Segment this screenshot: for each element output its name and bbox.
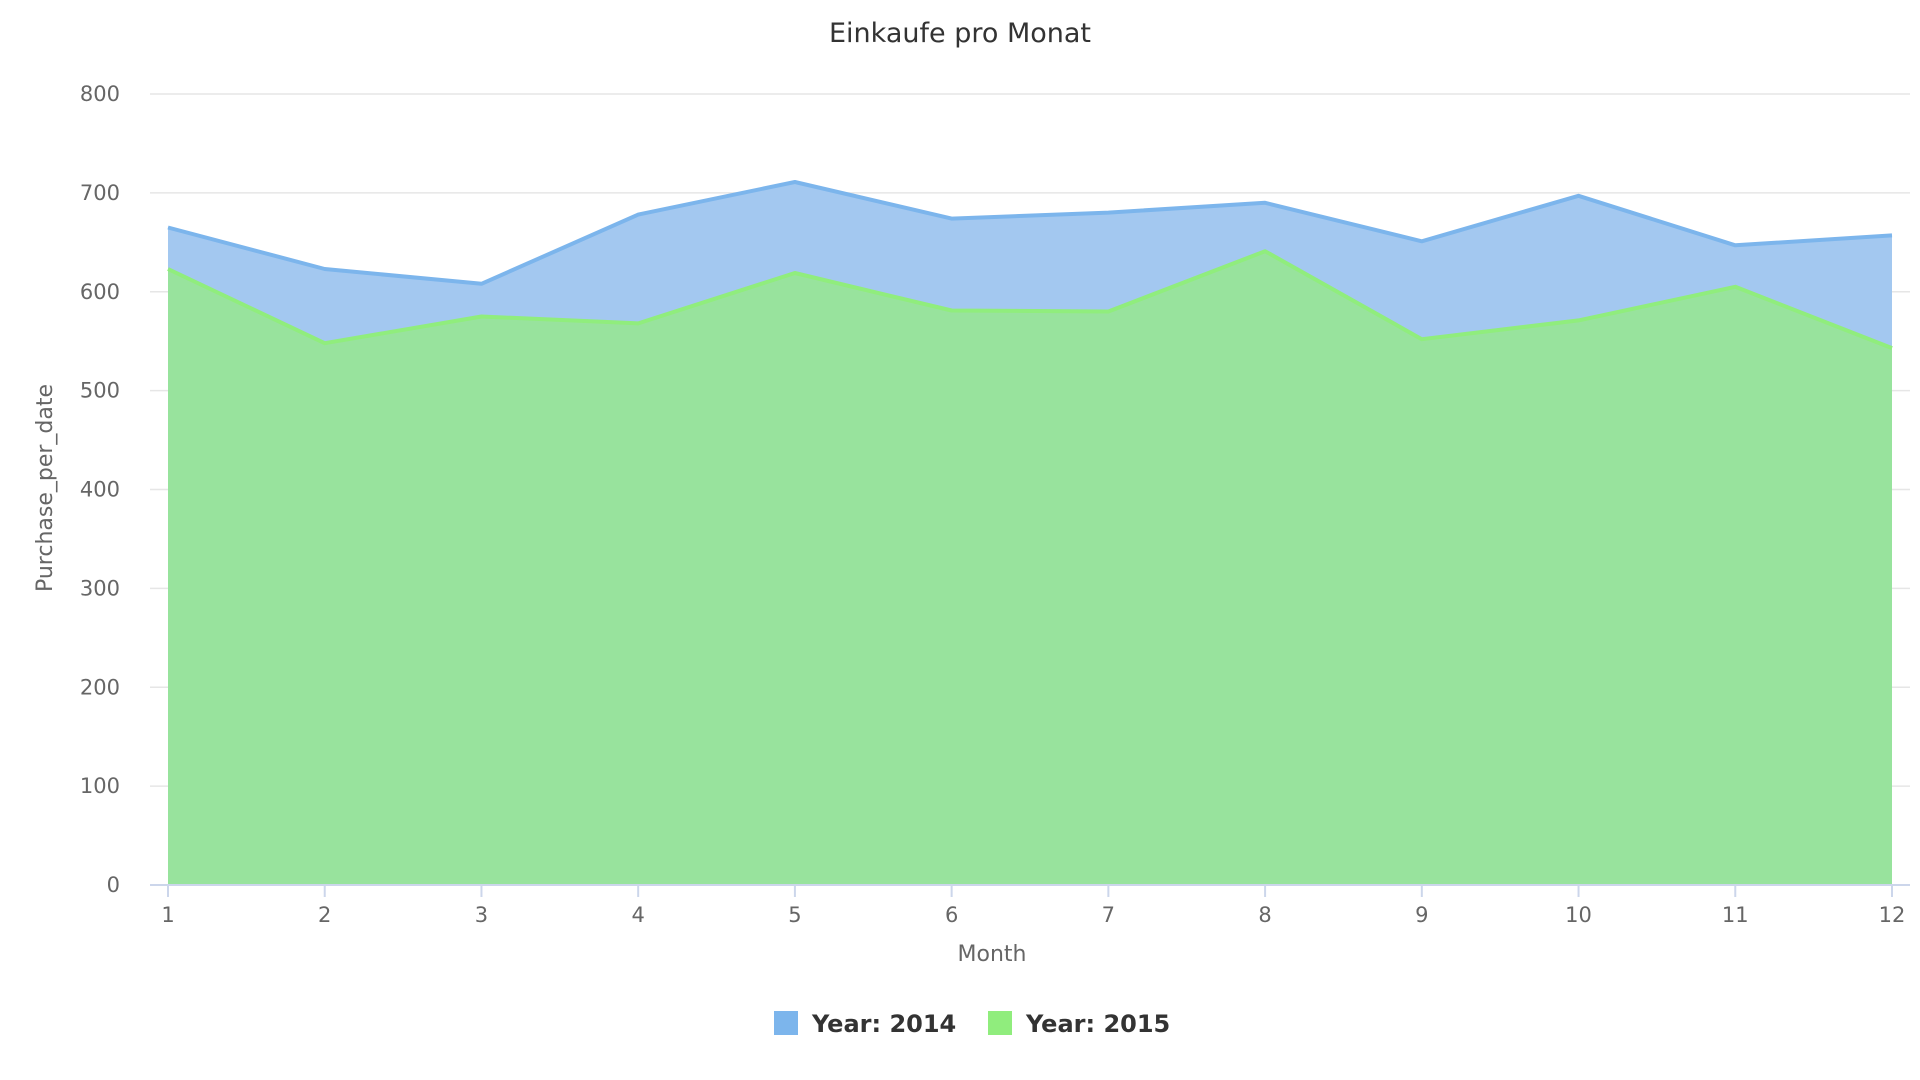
legend[interactable]: Year: 2014 Year: 2015 (774, 1010, 1170, 1038)
x-tick-label: 7 (1102, 903, 1115, 927)
legend-item-2014[interactable]: Year: 2014 (774, 1010, 956, 1038)
x-tick-label: 12 (1879, 903, 1906, 927)
x-tick-label: 11 (1722, 903, 1749, 927)
x-axis-title: Month (958, 942, 1027, 967)
y-axis-title: Purchase_per_date (33, 384, 58, 592)
x-tick-label: 2 (318, 903, 331, 927)
y-tick-label: 300 (80, 576, 120, 600)
y-tick-label: 700 (80, 181, 120, 205)
x-tick-label: 8 (1258, 903, 1271, 927)
x-tick-label: 10 (1565, 903, 1592, 927)
legend-swatch-2014 (774, 1011, 798, 1035)
x-axis-tick-labels: 1 2 3 4 5 6 7 8 9 10 11 12 (161, 903, 1905, 927)
y-tick-label: 0 (107, 873, 120, 897)
x-axis (150, 885, 1910, 897)
x-tick-label: 6 (945, 903, 958, 927)
x-tick-label: 3 (475, 903, 488, 927)
legend-label-2015: Year: 2015 (1025, 1010, 1170, 1038)
y-tick-label: 800 (80, 82, 120, 106)
y-tick-label: 100 (80, 774, 120, 798)
x-tick-label: 1 (161, 903, 174, 927)
y-axis-tick-labels: 0 100 200 300 400 500 600 700 800 (80, 82, 120, 897)
legend-swatch-2015 (988, 1011, 1012, 1035)
x-tick-label: 9 (1415, 903, 1428, 927)
series-areas[interactable] (168, 182, 1892, 885)
y-tick-label: 600 (80, 280, 120, 304)
x-tick-label: 4 (631, 903, 644, 927)
y-tick-label: 400 (80, 478, 120, 502)
legend-item-2015[interactable]: Year: 2015 (988, 1010, 1170, 1038)
chart-title: Einkaufe pro Monat (829, 18, 1091, 49)
y-tick-label: 500 (80, 379, 120, 403)
x-tick-label: 5 (788, 903, 801, 927)
series-area-2015[interactable] (168, 251, 1892, 885)
legend-label-2014: Year: 2014 (811, 1010, 956, 1038)
y-tick-label: 200 (80, 675, 120, 699)
